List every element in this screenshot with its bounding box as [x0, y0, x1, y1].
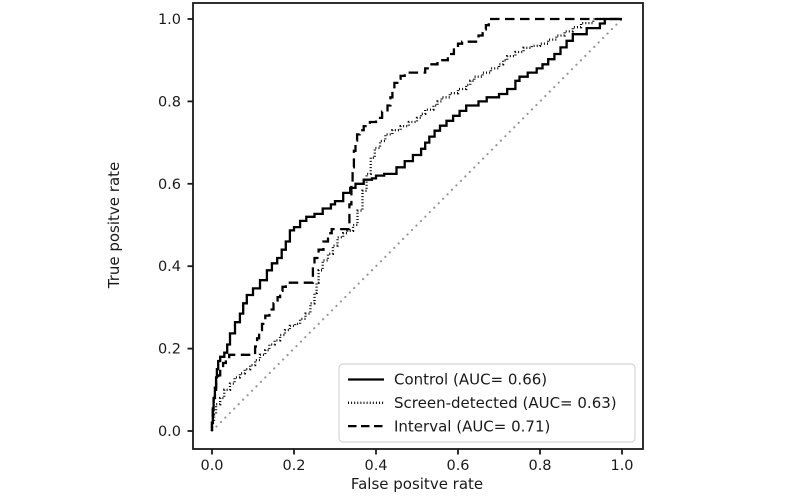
y-axis-tick-label: 0.6 [158, 177, 181, 193]
roc-curve-screen-detected [210, 17, 622, 431]
plot-content: 0.0 0.2 0.4 0.6 0.8 1.0 0.0 0.2 0.4 0.6 0.8 1.0 Cont… [158, 2, 644, 474]
x-axis-tick-label: 0.2 [282, 458, 305, 474]
y-axis-tick-label: 1.0 [158, 12, 181, 28]
y-axis-tick-label: 0.8 [158, 94, 181, 110]
legend-box [338, 363, 636, 443]
legend-label-screen-detected: Screen-detected (AUC= 0.63) [394, 394, 617, 412]
chance-diagonal-line [210, 17, 624, 433]
y-axis-tick-label: 0.4 [158, 259, 181, 275]
y-axis-tick-label: 0.0 [158, 424, 181, 440]
x-axis-tick-label: 0.6 [446, 458, 469, 474]
x-axis-tick-label: 0.8 [528, 458, 551, 474]
y-axis-title: True positve rate [105, 162, 123, 290]
roc-curve-control [210, 17, 622, 431]
x-axis-tick-label: 0.0 [200, 458, 223, 474]
plot-border [192, 2, 644, 450]
x-axis-tick-label: 0.4 [364, 458, 387, 474]
legend-label-interval: Interval (AUC= 0.71) [394, 417, 550, 435]
x-axis-tick-label: 1.0 [610, 458, 633, 474]
roc-curve-interval [210, 17, 622, 431]
y-axis-tick-label: 0.2 [158, 342, 181, 358]
legend-label-control: Control (AUC= 0.66) [394, 371, 547, 389]
x-axis-title: False positve rate [351, 475, 483, 493]
